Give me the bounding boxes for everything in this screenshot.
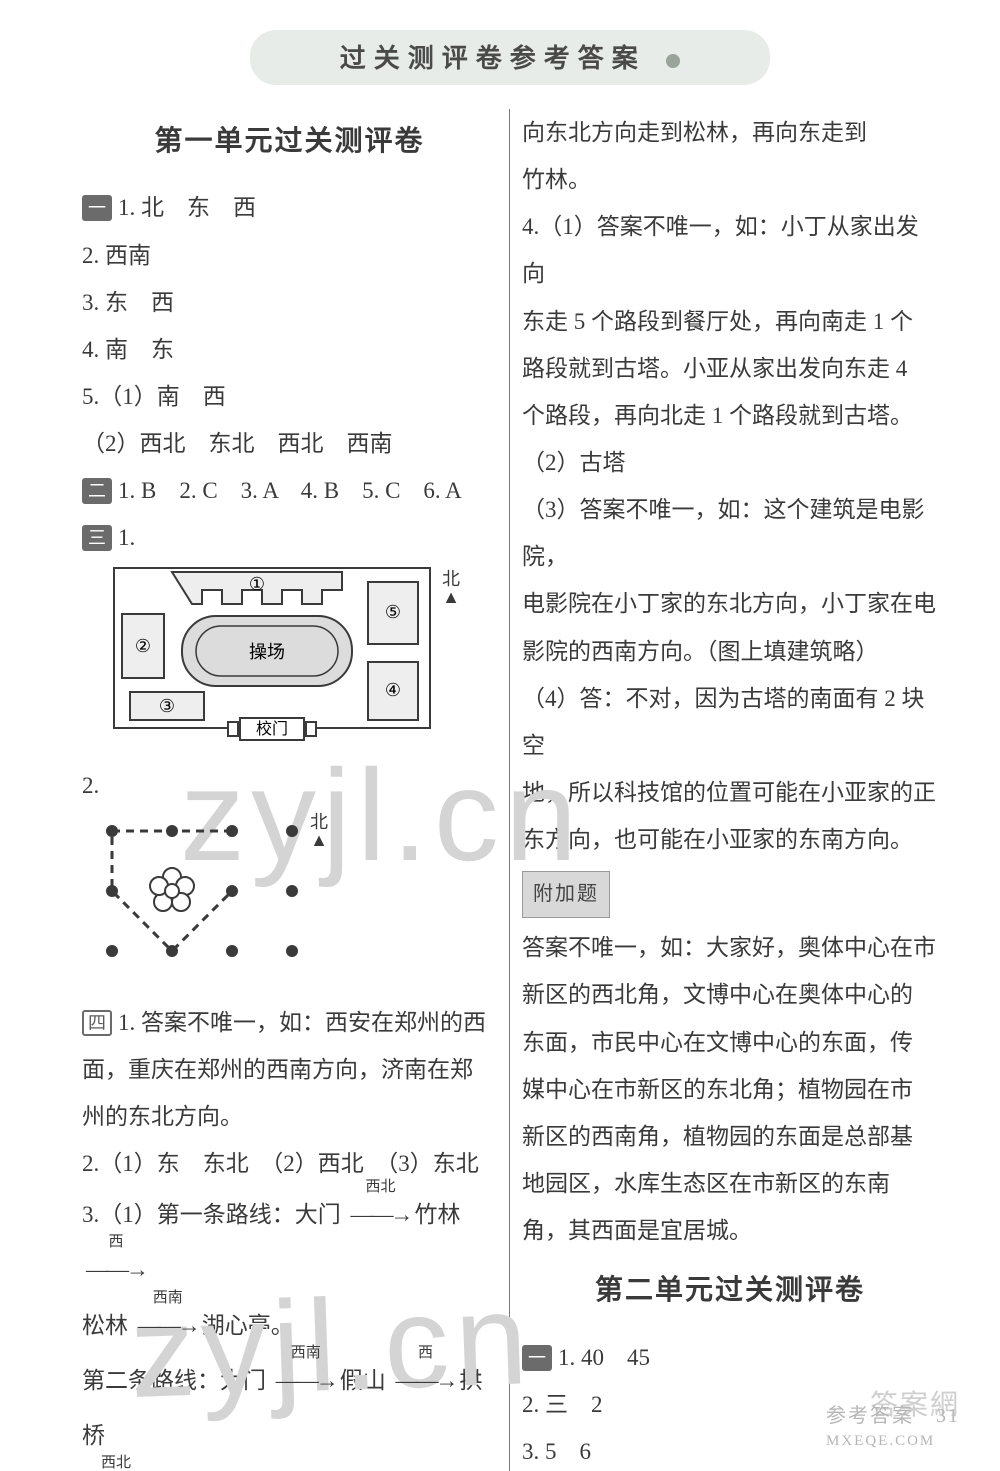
r-p6: 个路段，再向北走 1 个路段就到古塔。: [522, 392, 938, 439]
arrow-2-label: 西: [108, 1224, 123, 1260]
north-text: 北: [442, 569, 460, 589]
header-title: 过关测评卷参考答案: [340, 44, 646, 73]
svg-text:②: ②: [135, 636, 151, 656]
page: 过关测评卷参考答案 zyjl.cn zyjl.cn 第一单元过关测评卷 一1. …: [0, 0, 1000, 1471]
arrow-3-label: 西南: [153, 1280, 183, 1316]
s1-5: 5.（1）南 西: [82, 373, 497, 420]
arrow-4-label: 西南: [291, 1335, 321, 1371]
sec3-line: 三1.: [82, 514, 497, 561]
header-pill: 过关测评卷参考答案: [250, 30, 770, 85]
badge-3-icon: 三: [82, 525, 112, 551]
s4-3c-line: 第二条路线：大门 西南——→假山 西——→拱桥: [82, 1353, 497, 1463]
r-e2: 新区的西北角，文博中心在奥体中心的: [522, 971, 938, 1018]
s1-4: 4. 南 东: [82, 326, 497, 373]
s4-3d-arrow-line: 西北——→湖心亭。: [82, 1463, 497, 1471]
svg-text:校门: 校门: [256, 720, 288, 738]
svg-text:④: ④: [385, 680, 401, 700]
dots-figure: 北▲: [92, 811, 322, 991]
svg-text:操场: 操场: [249, 642, 285, 662]
r-p1: 向东北方向走到松林，再向东走到: [522, 109, 938, 156]
arrow-4: 西南——→: [274, 1353, 338, 1408]
r-e6: 地园区，水库生态区在市新区的东南: [522, 1160, 938, 1207]
r-p12: 地，所以科技馆的位置可能在小亚家的正: [522, 769, 938, 816]
map-label-1: ①: [249, 574, 265, 594]
svg-text:⑤: ⑤: [385, 602, 401, 622]
s1-5b: （2）西北 东北 西北 西南: [82, 420, 497, 467]
north-label-dots: 北▲: [310, 813, 328, 849]
r-p8: （3）答案不唯一，如：这个建筑是电影院，: [522, 486, 938, 580]
right-column: 向东北方向走到松林，再向东走到 竹林。 4.（1）答案不唯一，如：小丁从家出发向…: [510, 109, 950, 1471]
left-column: 第一单元过关测评卷 一1. 北 东 西 2. 西南 3. 东 西 4. 南 东 …: [70, 109, 510, 1471]
s2: 1. B 2. C 3. A 4. B 5. C 6. A: [118, 478, 462, 503]
extra-badge: 附加题: [522, 871, 610, 918]
unit2-title: 第二单元过关测评卷: [522, 1262, 938, 1319]
u2-1: 1. 40 45: [558, 1345, 650, 1370]
unit1-title: 第一单元过关测评卷: [82, 113, 497, 170]
sec2-line: 二1. B 2. C 3. A 4. B 5. C 6. A: [82, 467, 497, 514]
r-p2: 竹林。: [522, 156, 938, 203]
s4-1b: 面，重庆在郑州的西南方向，济南在郑: [82, 1046, 497, 1093]
badge-2-icon: 二: [82, 478, 112, 504]
s4-1c: 州的东北方向。: [82, 1093, 497, 1140]
s1-2: 2. 西南: [82, 232, 497, 279]
s4-2: 2.（1）东 东北 （2）西北 （3）东北: [82, 1140, 497, 1187]
r-e7: 角，其西面是宜居城。: [522, 1207, 938, 1254]
r-e1: 答案不唯一，如：大家好，奥体中心在市: [522, 924, 938, 971]
r-p3: 4.（1）答案不唯一，如：小丁从家出发向: [522, 203, 938, 297]
two-column-layout: 第一单元过关测评卷 一1. 北 东 西 2. 西南 3. 东 西 4. 南 东 …: [70, 109, 950, 1471]
r-p13: 东方向，也可能在小亚家的东南方向。: [522, 816, 938, 863]
badge-1-icon: 一: [82, 195, 112, 221]
r-p9: 电影院在小丁家的东北方向，小丁家在电: [522, 580, 938, 627]
sec4-line1: 四1. 答案不唯一，如：西安在郑州的西: [82, 999, 497, 1046]
s4-3c: 第二条路线：大门: [82, 1368, 266, 1393]
arrow-2: 西——→: [84, 1242, 148, 1297]
footer-site: MXEQE.COM: [826, 1433, 935, 1449]
r-e4: 媒中心在市新区的东北角；植物园在市: [522, 1066, 938, 1113]
s4-3b-line: 松林 西南——→湖心亭。: [82, 1298, 497, 1353]
svg-text:③: ③: [159, 696, 175, 716]
page-number-text: 参考答案 31: [826, 1405, 960, 1427]
arrow-6-label: 西北: [101, 1445, 131, 1471]
sec1-line1: 一1. 北 东 西: [82, 184, 497, 231]
r-e3: 东面，市民中心在文博中心的东面，传: [522, 1019, 938, 1066]
arrow-3: 西南——→: [136, 1298, 200, 1353]
r-p5: 路段就到古塔。小亚从家出发向东走 4: [522, 345, 938, 392]
s4-3b-pre: 松林: [82, 1313, 128, 1338]
s4-3a-line: 3.（1）第一条路线：大门 西北——→竹林 西——→: [82, 1187, 497, 1297]
r-e5: 新区的西南角，植物园的东面是总部基: [522, 1113, 938, 1160]
arrow-1-after: 竹林: [415, 1202, 461, 1227]
arrow-6: 西北——→: [84, 1463, 148, 1471]
dots-svg: [92, 811, 322, 991]
arrow-1: 西北——→: [349, 1187, 413, 1242]
badge-u2-icon: 一: [522, 1345, 552, 1371]
arrow-5: 西——→: [394, 1353, 458, 1408]
r-p10: 影院的西南方向。（图上填建筑略）: [522, 628, 938, 675]
north-text-2: 北: [310, 812, 328, 832]
north-label-map: 北▲: [442, 570, 460, 606]
u2-line1: 一1. 40 45: [522, 1334, 938, 1381]
s3-2-prefix: 2.: [82, 773, 99, 798]
arrow-3-after: 湖心亭。: [202, 1313, 294, 1338]
badge-4-icon: 四: [82, 1010, 112, 1036]
s4-1a: 1. 答案不唯一，如：西安在郑州的西: [118, 1010, 486, 1035]
extra-badge-row: 附加题: [522, 869, 938, 918]
arrow-5-label: 西: [418, 1335, 433, 1371]
campus-map-svg: ① ② ③ ⑤ ④ 操场: [112, 566, 432, 756]
s1-3: 3. 东 西: [82, 279, 497, 326]
arrow-1-label: 西北: [365, 1169, 395, 1205]
s3-2-prefix-line: 2.: [82, 762, 497, 809]
campus-map-figure: 北▲ ① ② ③ ⑤: [112, 566, 432, 756]
header-dot-icon: [666, 54, 680, 68]
s1-1: 1. 北 东 西: [118, 195, 256, 220]
s3-1-prefix: 1.: [118, 525, 135, 550]
r-p11: （4）答：不对，因为古塔的南面有 2 块空: [522, 675, 938, 769]
r-p7: （2）古塔: [522, 439, 938, 486]
footer-page-number: 参考答案 31 MXEQE.COM: [826, 1399, 960, 1451]
r-p4: 东走 5 个路段到餐厅处，再向南走 1 个: [522, 298, 938, 345]
arrow-4-after: 假山: [340, 1368, 386, 1393]
